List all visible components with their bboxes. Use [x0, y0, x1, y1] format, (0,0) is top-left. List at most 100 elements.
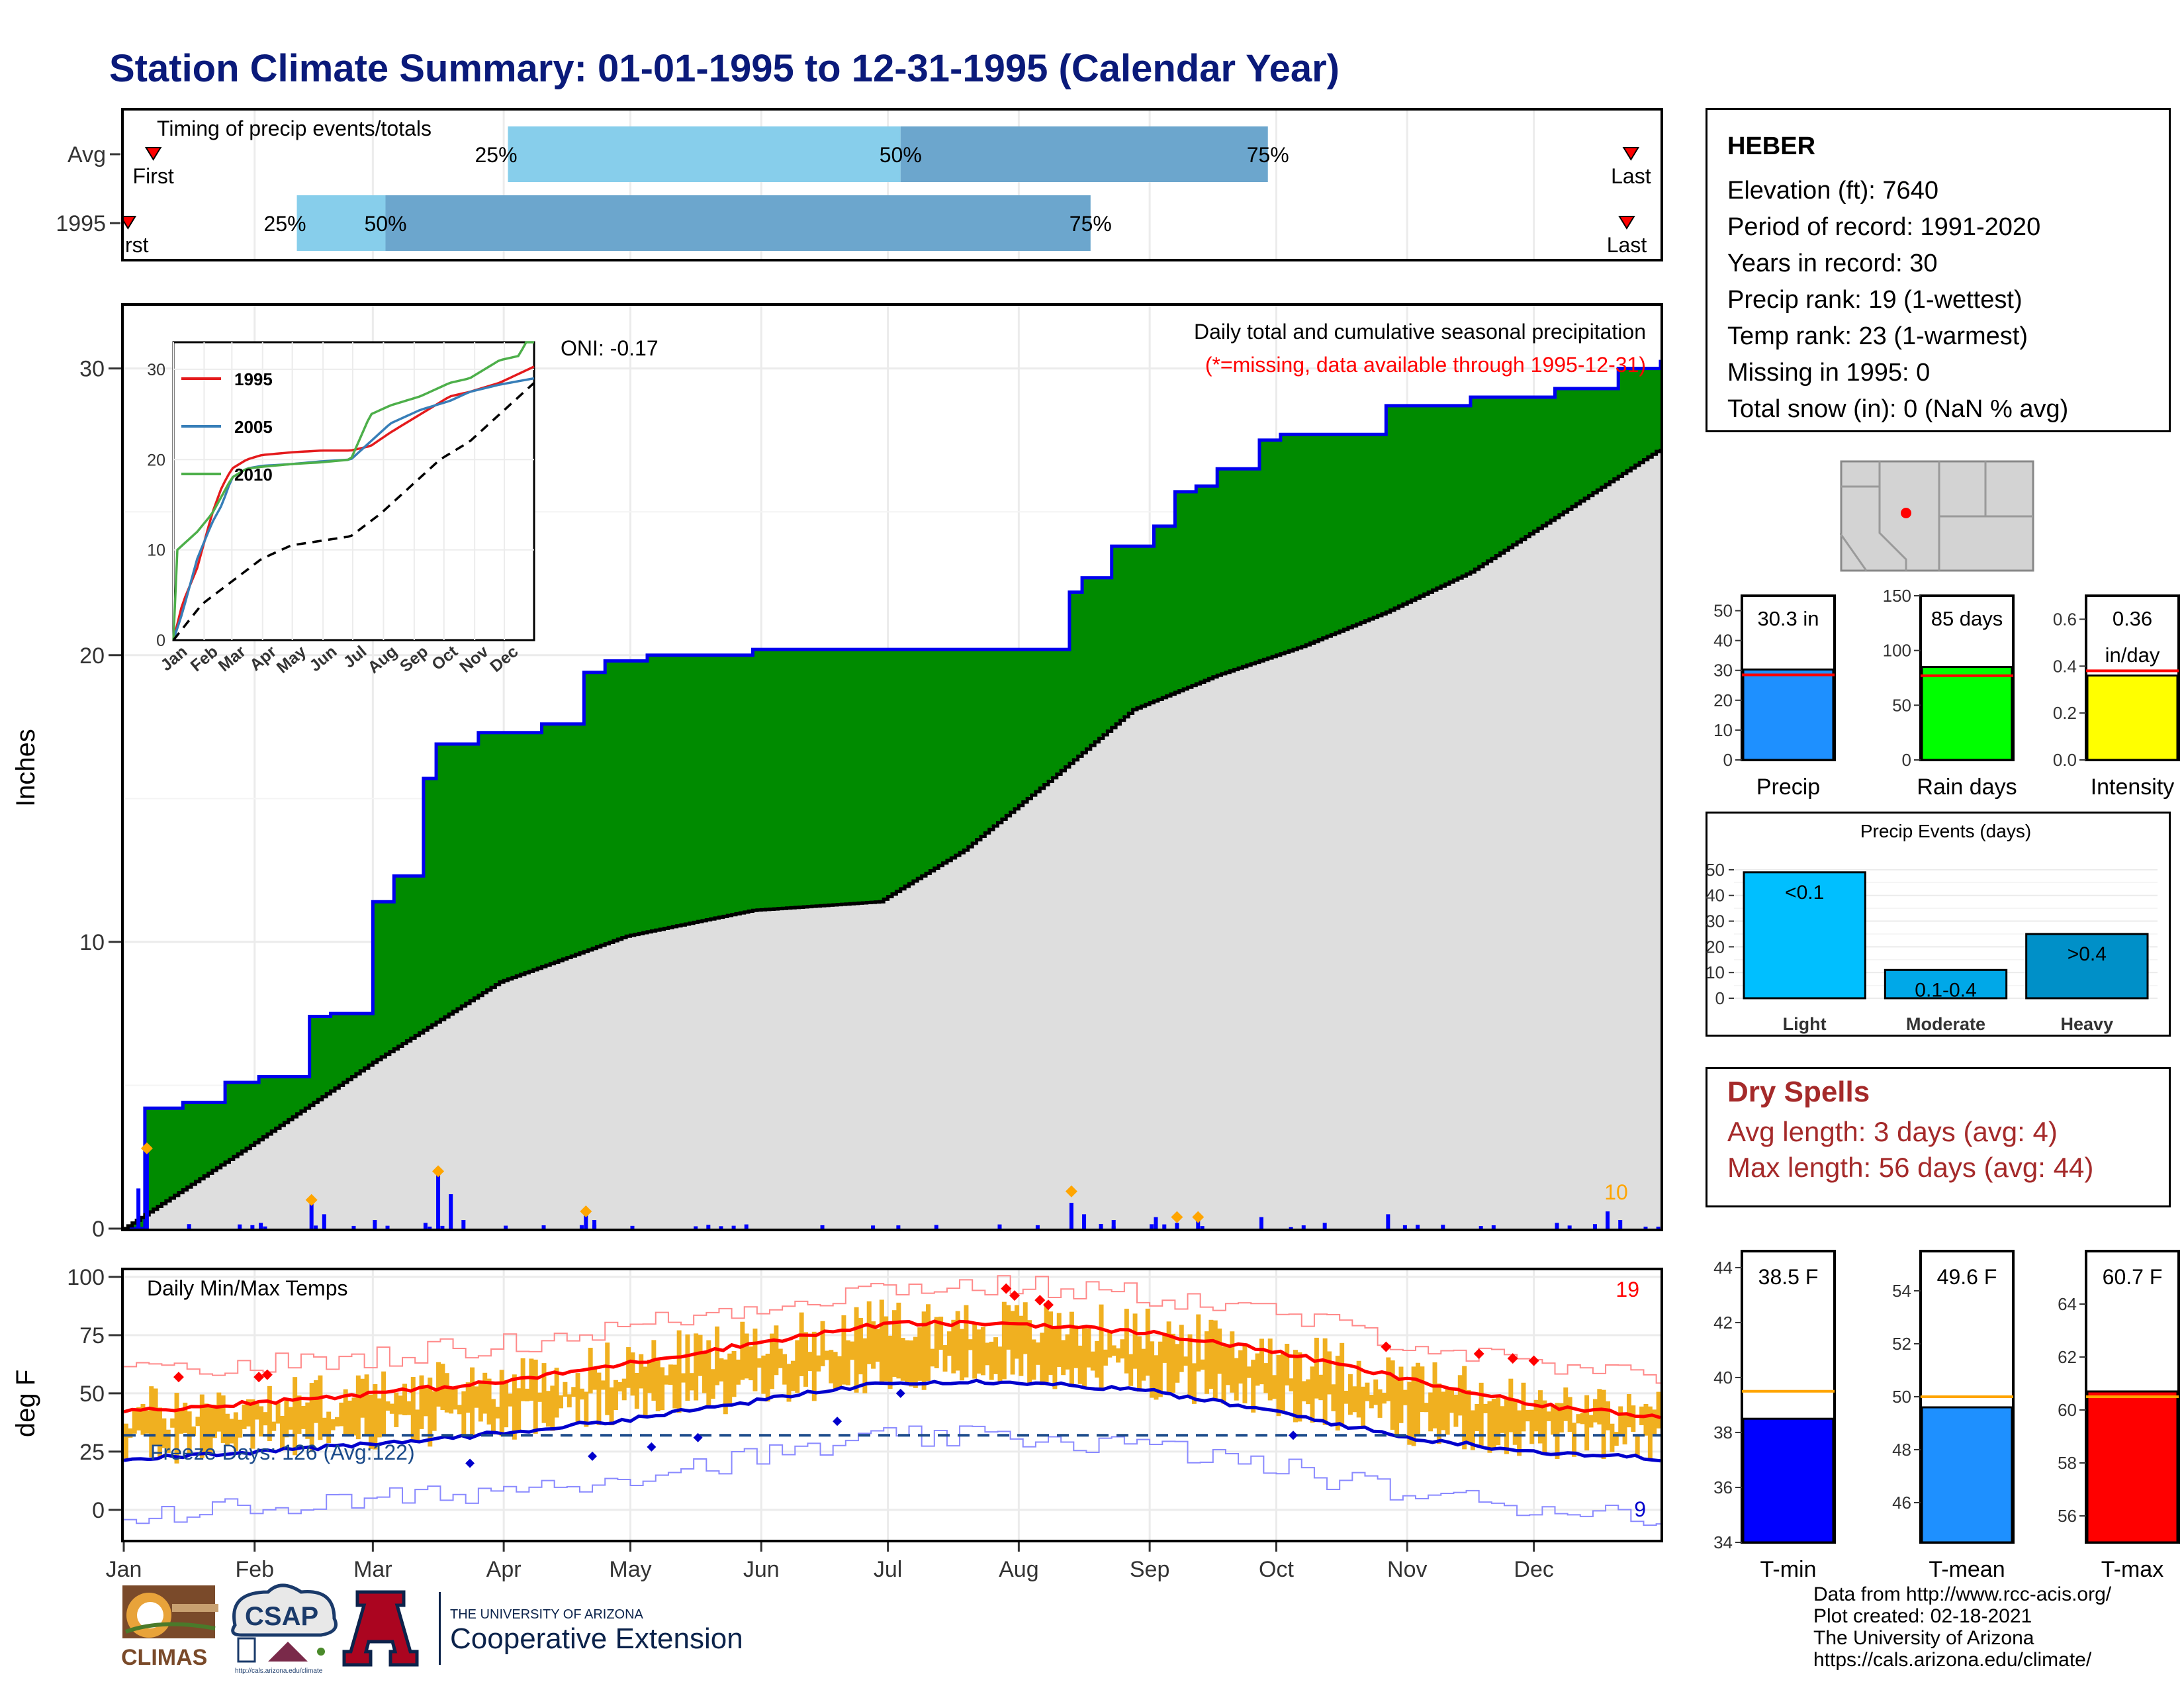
daily-temp-range-bar: [1158, 1341, 1163, 1397]
daily-temp-range-bar: [1340, 1342, 1345, 1427]
daily-temp-range-bar: [1647, 1406, 1653, 1461]
daily-temp-range-bar: [529, 1358, 534, 1401]
daily-temp-range-bar: [1500, 1406, 1505, 1433]
daily-precip-bar: [1082, 1214, 1087, 1229]
daily-temp-range-bar: [1424, 1403, 1429, 1413]
daily-precip-bar: [630, 1225, 635, 1229]
climas-logo-text: CLIMAS: [121, 1645, 207, 1670]
month-tick-label: Aug: [999, 1557, 1039, 1582]
station-precip-rank: Precip rank: 19 (1-wettest): [1727, 286, 2023, 314]
csap-logo-text: CSAP: [245, 1602, 318, 1631]
timing-row-label: Avg: [68, 142, 106, 167]
heavy-event-count: 10: [1604, 1180, 1628, 1204]
station-temp-rank: Temp rank: 23 (1-warmest): [1727, 322, 2028, 350]
daily-temp-range-bar: [1580, 1413, 1585, 1425]
daily-temp-range-bar: [1162, 1333, 1167, 1363]
daily-temp-range-bar: [884, 1316, 889, 1382]
mini-bar-tick: 0.0: [2053, 750, 2077, 770]
daily-precip-bar: [694, 1226, 698, 1229]
daily-temp-range-bar: [1246, 1366, 1251, 1378]
daily-temp-range-bar: [288, 1407, 293, 1430]
location-map: [1840, 460, 2034, 572]
daily-temp-range-bar: [820, 1321, 825, 1366]
daily-precip-bar: [1479, 1226, 1483, 1229]
daily-temp-range-bar: [305, 1402, 310, 1439]
daily-temp-range-bar: [1572, 1423, 1577, 1457]
precip-event-bar-label: >0.4: [2068, 943, 2107, 965]
daily-temp-range-bar: [1483, 1403, 1488, 1413]
daily-temp-range-bar: [516, 1388, 522, 1432]
daily-precip-bar: [263, 1226, 267, 1229]
daily-temp-range-bar: [1001, 1301, 1007, 1380]
temp-bar-value-label: 60.7 F: [2103, 1265, 2163, 1289]
daily-precip-bar: [1154, 1217, 1158, 1229]
month-tick-label: Feb: [235, 1557, 274, 1582]
daily-temp-range-bar: [144, 1410, 150, 1434]
daily-temp-range-bar: [1343, 1390, 1349, 1404]
mini-bar-label: Intensity: [2091, 774, 2175, 800]
mini-bar-value-label: 30.3 in: [1757, 607, 1819, 630]
daily-precip-bar: [373, 1220, 377, 1229]
daily-temp-range-bar: [1390, 1360, 1395, 1430]
daily-temp-range-bar: [1272, 1375, 1277, 1399]
daily-temp-range-bar: [1301, 1381, 1306, 1401]
daily-temp-range-bar: [280, 1415, 285, 1451]
temp-bar-tick: 38: [1713, 1423, 1733, 1442]
precip-chart: 10 Daily total and cumulative seasonal pr…: [122, 306, 1662, 1231]
daily-temp-range-bar: [1048, 1311, 1053, 1375]
precip-y-tick: 10: [79, 930, 105, 955]
daily-temp-range-bar: [309, 1383, 314, 1452]
daily-temp-range-bar: [1136, 1336, 1142, 1392]
temp-bar-label: T-max: [2101, 1557, 2163, 1582]
daily-temp-range-bar: [1196, 1314, 1201, 1372]
month-tick-label: Dec: [1514, 1557, 1553, 1582]
timing-last-label: Last: [1611, 164, 1651, 188]
record-high-marker: [1009, 1290, 1020, 1301]
daily-temp-range-bar: [782, 1354, 788, 1385]
daily-temp-range-bar: [1475, 1403, 1480, 1432]
daily-temp-range-bar: [1090, 1351, 1095, 1371]
daily-temp-range-bar: [419, 1375, 424, 1429]
daily-temp-range-bar: [351, 1397, 357, 1436]
daily-temp-range-bar: [829, 1350, 834, 1383]
daily-precip-bar: [250, 1225, 255, 1229]
precip-events-tick: 30: [1706, 912, 1725, 931]
daily-temp-range-bar: [634, 1372, 639, 1409]
daily-temp-range-bar: [1643, 1403, 1649, 1436]
daily-temp-range-bar: [1082, 1326, 1087, 1387]
mini-bar-tick: 0.2: [2053, 703, 2077, 723]
daily-temp-range-bar: [900, 1338, 905, 1381]
mini-bar-value: [1742, 668, 1835, 761]
mini-bar-value: [1921, 665, 2013, 761]
daily-temp-range-bar: [698, 1335, 703, 1376]
daily-temp-range-bar: [685, 1334, 690, 1401]
temp-bar-value: [1921, 1406, 2013, 1544]
record-high-marker: [1043, 1299, 1054, 1311]
daily-temp-range-bar: [643, 1366, 648, 1416]
daily-temp-range-bar: [1626, 1394, 1631, 1428]
daily-temp-range-bar: [1069, 1311, 1074, 1387]
daily-temp-range-bar: [1525, 1409, 1530, 1422]
daily-precip-bar: [997, 1224, 1002, 1229]
heavy-event-marker: [140, 1142, 153, 1154]
mini-bar-tick: 30: [1713, 661, 1733, 680]
mini-bar-label: Precip: [1756, 774, 1820, 800]
daily-temp-range-bar: [343, 1389, 348, 1437]
climas-logo: CLIMAS: [121, 1585, 218, 1670]
precip-event-category: Heavy: [2061, 1014, 2114, 1034]
daily-temp-range-bar: [183, 1402, 188, 1433]
daily-temp-range-bar: [702, 1351, 707, 1393]
daily-temp-range-bar: [752, 1329, 758, 1391]
daily-temp-range-bar: [790, 1360, 796, 1391]
daily-temp-range-bar: [1597, 1389, 1602, 1425]
daily-temp-range-bar: [735, 1359, 741, 1385]
daily-temp-range-bar: [436, 1362, 441, 1407]
record-low-marker: [647, 1442, 657, 1452]
daily-temp-range-bar: [647, 1360, 652, 1393]
timing-p50-label: 50%: [364, 212, 406, 236]
daily-temp-range-bar: [639, 1354, 644, 1389]
temp-y-tick: 0: [92, 1498, 105, 1523]
temp-bar-tick: 44: [1713, 1258, 1733, 1278]
daily-precip-bar: [440, 1225, 445, 1229]
daily-temp-range-bar: [465, 1382, 471, 1413]
